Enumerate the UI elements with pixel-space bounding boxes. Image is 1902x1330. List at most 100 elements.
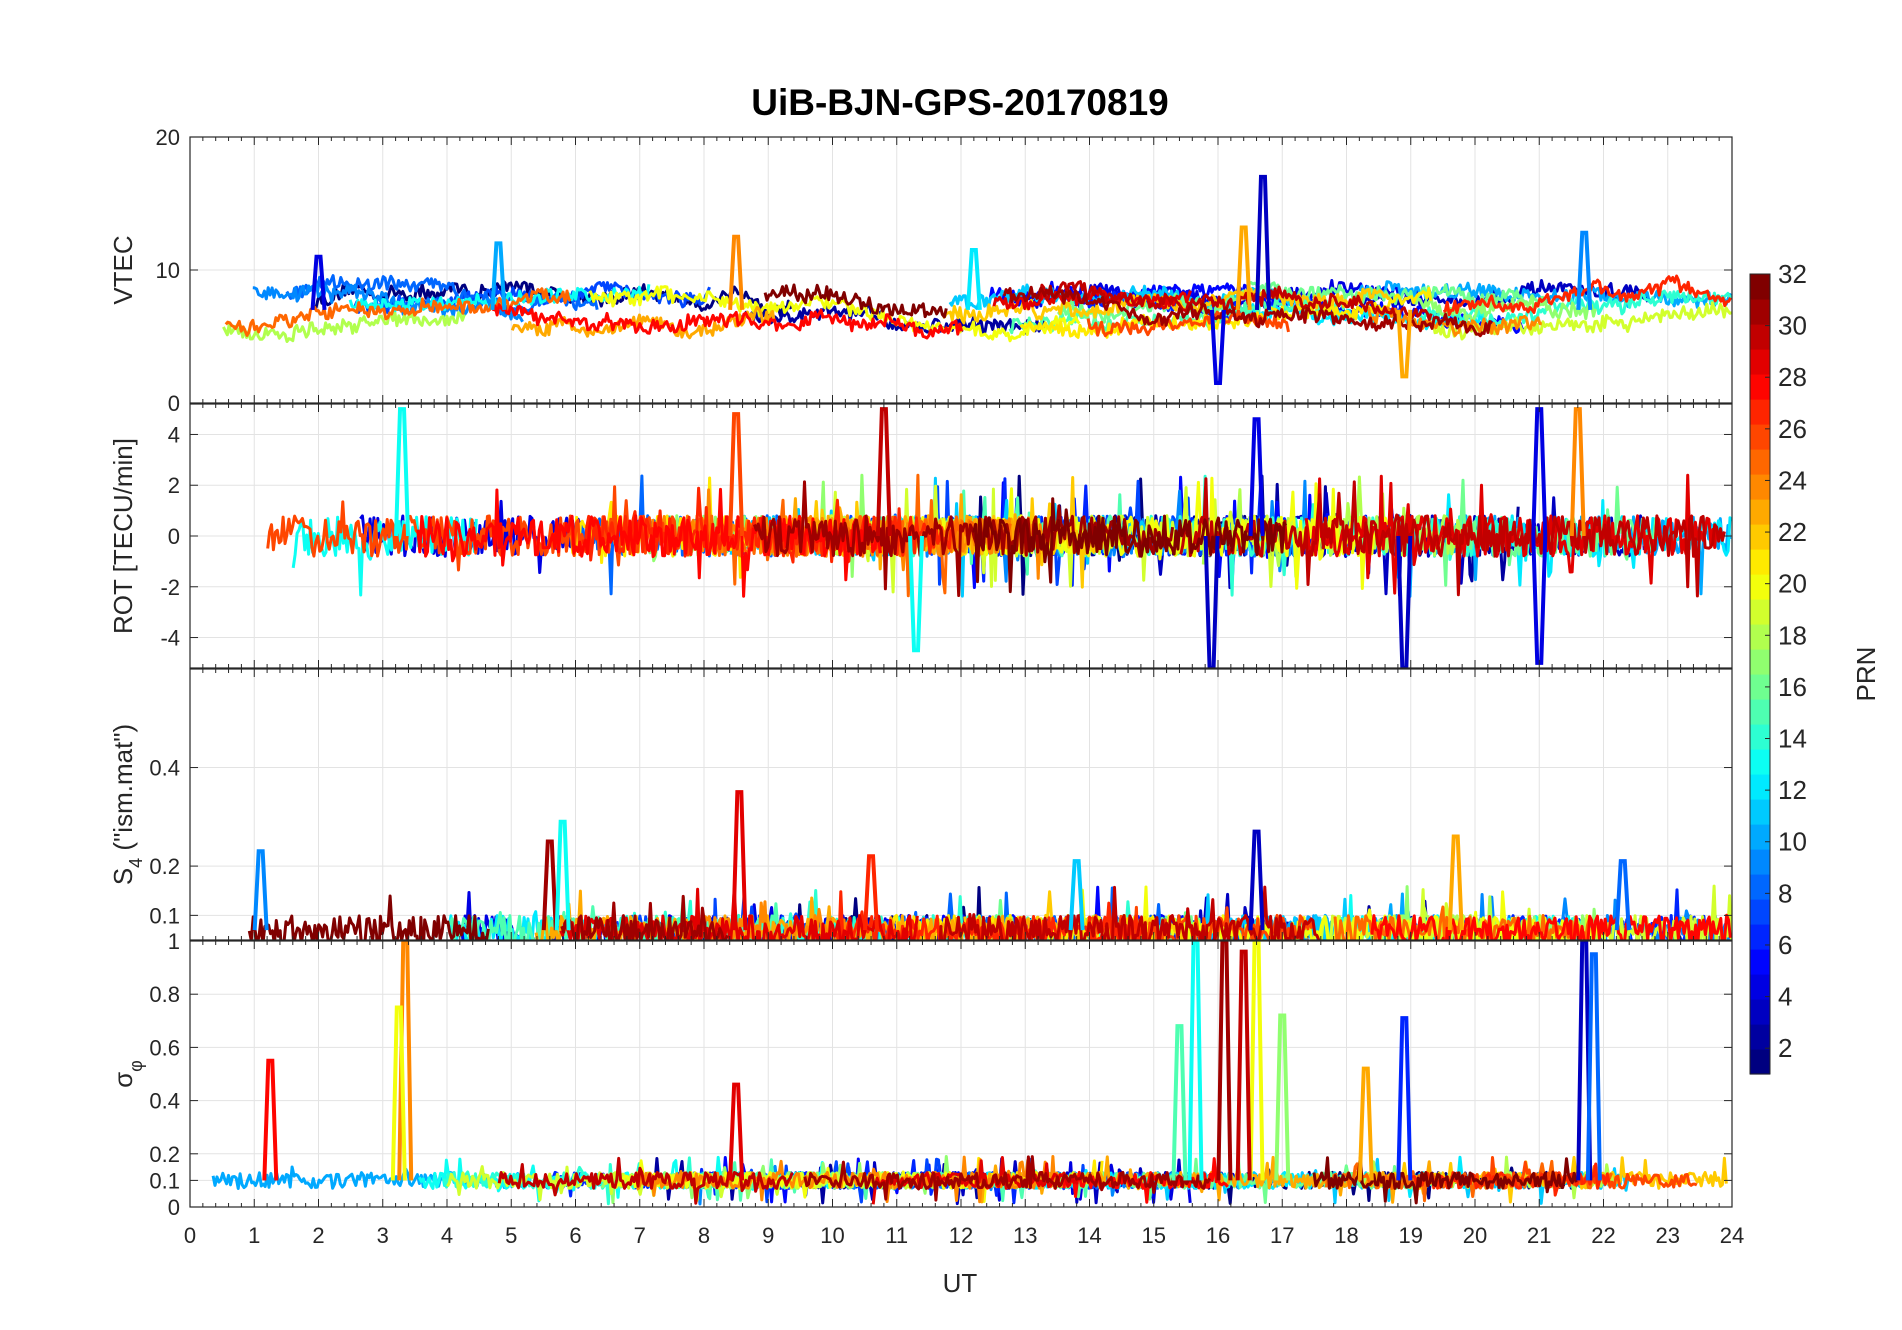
- x-tick-label: 6: [569, 1223, 581, 1248]
- spike-2: [875, 407, 892, 537]
- colorbar-segment: [1750, 524, 1770, 550]
- spike-6: [1248, 941, 1265, 1181]
- spike-8: [1569, 407, 1586, 537]
- x-tick-label: 12: [949, 1223, 973, 1248]
- colorbar-tick-label: 22: [1778, 517, 1807, 547]
- spike-4: [1248, 417, 1265, 537]
- colorbar-segment: [1750, 674, 1770, 700]
- y-tick-label: 0: [168, 1195, 180, 1220]
- colorbar-tick-label: 28: [1778, 362, 1807, 392]
- y-tick-label: 4: [168, 422, 180, 447]
- panel-s4: 0.1 0.2 0.4S4 ("ism.mat"): [108, 668, 1733, 941]
- colorbar-segment: [1750, 1024, 1770, 1050]
- prn-series-16: [1056, 281, 1544, 324]
- y-tick-label: -4: [160, 626, 180, 651]
- prn-series-19: [1431, 301, 1732, 341]
- colorbar-tick-label: 26: [1778, 414, 1807, 444]
- x-tick-label: 4: [441, 1223, 453, 1248]
- spike-1: [490, 241, 507, 311]
- x-tick-labels: 0 1 2 3 4 5 6 7 8 9 10 11 12 13 14 15 16 17 18 19 20 21 22 23 24: [184, 1223, 1744, 1248]
- y-tick-label: 0.4: [149, 756, 180, 781]
- colorbar-segment: [1750, 924, 1770, 950]
- prn-series-32: [763, 283, 948, 319]
- prn-series-28: [1370, 913, 1732, 940]
- x-tick-label: 19: [1399, 1223, 1423, 1248]
- x-tick-label: 9: [762, 1223, 774, 1248]
- spike-8: [1210, 309, 1226, 386]
- x-axis-label: UT: [943, 1268, 978, 1298]
- prn-series-23: [510, 305, 776, 340]
- colorbar-segment: [1750, 699, 1770, 725]
- spike-8: [1274, 1013, 1291, 1181]
- colorbar-segment: [1750, 949, 1770, 975]
- colorbar-segment: [1750, 399, 1770, 425]
- spike-3: [1254, 174, 1271, 310]
- x-tick-label: 24: [1720, 1223, 1744, 1248]
- colorbar-segment: [1750, 974, 1770, 1000]
- x-tick-label: 18: [1334, 1223, 1358, 1248]
- colorbar-segment: [1750, 774, 1770, 800]
- x-tick-label: 0: [184, 1223, 196, 1248]
- prn-series-24: [636, 1155, 1061, 1204]
- x-tick-label: 3: [377, 1223, 389, 1248]
- colorbar-label: PRN: [1851, 647, 1881, 702]
- prn-series-28: [491, 303, 964, 340]
- colorbar-tick-label: 18: [1778, 620, 1807, 650]
- x-tick-label: 2: [312, 1223, 324, 1248]
- spike-1: [728, 412, 745, 537]
- x-tick-label: 17: [1270, 1223, 1294, 1248]
- spike-2: [554, 819, 571, 931]
- x-tick-label: 8: [698, 1223, 710, 1248]
- spike-5: [1396, 309, 1413, 379]
- panel-rot: -4 -2 0 2 4 ROT [TECU/min]: [108, 403, 1733, 669]
- colorbar-tick-label: 32: [1778, 259, 1807, 289]
- spike-4: [1187, 941, 1204, 1181]
- series-group: [266, 407, 1732, 668]
- spike-5: [252, 849, 269, 931]
- colorbar-tick-label: 8: [1778, 878, 1792, 908]
- colorbar-segment: [1750, 599, 1770, 625]
- prn-series-18: [222, 311, 466, 343]
- spike-9: [908, 535, 925, 653]
- y-tick-label: 0: [168, 524, 180, 549]
- colorbar-tick-label: 2: [1778, 1033, 1792, 1063]
- colorbar-segment: [1750, 474, 1770, 500]
- prn-series-31: [803, 1155, 1211, 1202]
- series-group: [247, 790, 1732, 940]
- x-tick-label: 1: [248, 1223, 260, 1248]
- x-tick-label: 15: [1142, 1223, 1166, 1248]
- prn-series-29: [871, 1156, 1079, 1205]
- prn-series-27: [1443, 274, 1732, 317]
- spike-7: [1068, 859, 1085, 931]
- spike-0: [394, 407, 411, 537]
- x-tick-label: 11: [885, 1223, 908, 1248]
- colorbar-tick-label: 12: [1778, 775, 1807, 805]
- colorbar-segment: [1750, 849, 1770, 875]
- prn-series-25: [1333, 905, 1597, 940]
- colorbar-segment: [1750, 574, 1770, 600]
- colorbar-segment: [1750, 374, 1770, 400]
- x-tick-label: 21: [1527, 1223, 1551, 1248]
- spike-2: [728, 234, 745, 311]
- spike-4: [1235, 225, 1252, 310]
- colorbar-frame: [1749, 273, 1771, 1075]
- colorbar-segment: [1750, 499, 1770, 525]
- spike-2: [390, 1005, 407, 1181]
- colorbar-tick-label: 6: [1778, 930, 1792, 960]
- prn-series-31: [560, 894, 729, 940]
- colorbar-tick-label: 20: [1778, 569, 1807, 599]
- y-tick-label: 2: [168, 473, 180, 498]
- colorbar-segment: [1750, 649, 1770, 675]
- colorbar-segment: [1750, 449, 1770, 475]
- spike-6: [863, 854, 880, 931]
- spike-6: [1576, 230, 1593, 311]
- colorbar-segment: [1750, 324, 1770, 350]
- y-tick-label: 0.6: [149, 1035, 180, 1060]
- chart-title: UiB-BJN-GPS-20170819: [751, 82, 1168, 123]
- y-axis-label-sigma: σφ: [108, 1060, 146, 1088]
- x-tick-label: 13: [1013, 1223, 1037, 1248]
- spike-1: [541, 839, 558, 931]
- colorbar-segment: [1750, 549, 1770, 575]
